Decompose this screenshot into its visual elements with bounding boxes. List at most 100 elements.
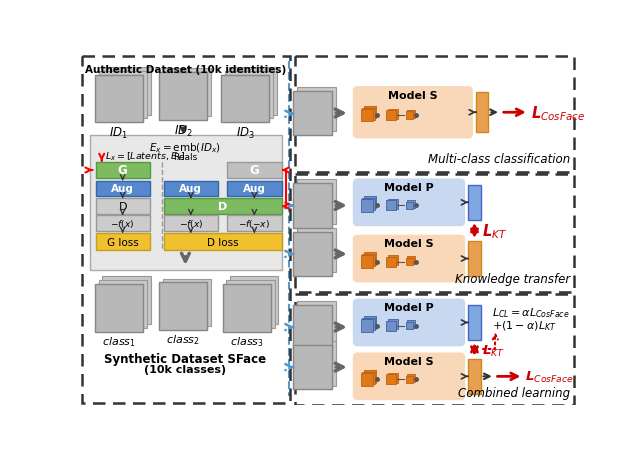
Text: $\boldsymbol{L}_{CosFace}$: $\boldsymbol{L}_{CosFace}$ — [525, 369, 574, 384]
Text: Aug: Aug — [111, 184, 134, 194]
Bar — [388, 199, 397, 209]
Bar — [225, 71, 273, 119]
Text: G: G — [118, 164, 127, 177]
Text: Combined learning: Combined learning — [458, 386, 571, 399]
Bar — [95, 233, 150, 251]
FancyBboxPatch shape — [353, 353, 465, 400]
Text: Authentic Dataset (10k identities): Authentic Dataset (10k identities) — [84, 65, 286, 75]
Text: Model S: Model S — [384, 238, 434, 248]
Bar — [297, 301, 336, 346]
Bar — [95, 162, 150, 179]
Text: G loss: G loss — [107, 237, 138, 247]
Bar — [297, 228, 336, 273]
Text: $class_1$: $class_1$ — [102, 334, 136, 348]
Bar — [386, 201, 396, 211]
Bar — [227, 182, 282, 197]
Bar — [83, 57, 290, 403]
Bar — [297, 88, 336, 132]
Bar — [293, 91, 332, 136]
Bar — [227, 162, 282, 179]
Bar — [296, 57, 573, 172]
Bar — [95, 284, 143, 332]
Text: Model S: Model S — [388, 91, 438, 100]
Bar — [362, 198, 374, 211]
Text: G: G — [250, 164, 259, 177]
FancyBboxPatch shape — [353, 299, 465, 347]
Bar — [362, 372, 374, 384]
Text: $\boldsymbol{L}_{CosFace}$: $\boldsymbol{L}_{CosFace}$ — [531, 104, 585, 122]
Text: Aug: Aug — [179, 184, 202, 194]
Text: Knowledge transfer: Knowledge transfer — [455, 273, 571, 286]
Bar — [95, 216, 150, 231]
Bar — [364, 317, 376, 329]
Bar — [406, 258, 413, 266]
Bar — [364, 253, 376, 265]
Text: Synthetic Dataset SFace: Synthetic Dataset SFace — [104, 353, 266, 366]
Bar — [159, 73, 207, 121]
Bar — [293, 232, 332, 277]
Bar — [159, 283, 207, 330]
Bar — [406, 322, 413, 330]
Bar — [95, 76, 143, 123]
Text: Aug: Aug — [243, 184, 266, 194]
Bar — [293, 91, 332, 136]
Text: Multi-class classification: Multi-class classification — [428, 153, 571, 166]
Bar — [293, 345, 332, 389]
Bar — [95, 199, 150, 214]
Bar — [164, 199, 282, 214]
Bar — [407, 257, 415, 264]
Bar — [227, 280, 275, 328]
Text: $+(1-\alpha)L_{KT}$: $+(1-\alpha)L_{KT}$ — [492, 319, 556, 333]
Bar — [95, 182, 150, 197]
Bar — [388, 110, 397, 120]
FancyBboxPatch shape — [353, 235, 465, 283]
Bar — [388, 373, 397, 383]
FancyBboxPatch shape — [353, 87, 473, 139]
Bar — [99, 71, 147, 119]
Bar — [163, 69, 211, 117]
Bar — [90, 136, 282, 270]
Bar — [364, 197, 376, 209]
Text: Model P: Model P — [384, 303, 434, 313]
Bar — [296, 174, 573, 292]
Bar — [406, 202, 413, 210]
Bar — [102, 277, 150, 324]
Bar — [386, 257, 396, 267]
Text: $\boldsymbol{L}_{KT}$: $\boldsymbol{L}_{KT}$ — [482, 344, 505, 359]
Bar — [95, 284, 143, 332]
Bar — [407, 201, 415, 208]
Bar — [364, 107, 376, 119]
Bar — [296, 294, 573, 405]
Text: $-f(x)$: $-f(x)$ — [179, 217, 203, 230]
Bar — [293, 305, 332, 349]
Bar — [293, 184, 332, 228]
Bar — [360, 256, 373, 268]
Bar — [360, 320, 373, 332]
Text: D: D — [118, 202, 127, 212]
Bar — [407, 111, 415, 118]
Text: $-f(-x)$: $-f(-x)$ — [239, 217, 270, 230]
Bar — [468, 305, 481, 340]
Text: $ID_1$: $ID_1$ — [109, 126, 128, 141]
Text: $L_{CL} = \alpha L_{CosFace}$: $L_{CL} = \alpha L_{CosFace}$ — [492, 305, 569, 319]
Bar — [362, 318, 374, 330]
Bar — [95, 76, 143, 123]
Bar — [476, 93, 488, 133]
Bar — [221, 76, 269, 123]
Bar — [388, 256, 397, 266]
Bar — [297, 341, 336, 386]
Bar — [360, 200, 373, 212]
Bar — [386, 321, 396, 331]
Bar — [159, 73, 207, 121]
Bar — [386, 111, 396, 121]
Bar — [164, 182, 218, 197]
Bar — [229, 68, 277, 115]
Bar — [293, 184, 332, 228]
Bar — [159, 283, 207, 330]
Text: $class_2$: $class_2$ — [166, 333, 200, 347]
Text: $class_3$: $class_3$ — [230, 334, 264, 348]
Bar — [99, 280, 147, 328]
Bar — [164, 233, 282, 251]
Bar — [386, 374, 396, 384]
Bar — [293, 232, 332, 277]
